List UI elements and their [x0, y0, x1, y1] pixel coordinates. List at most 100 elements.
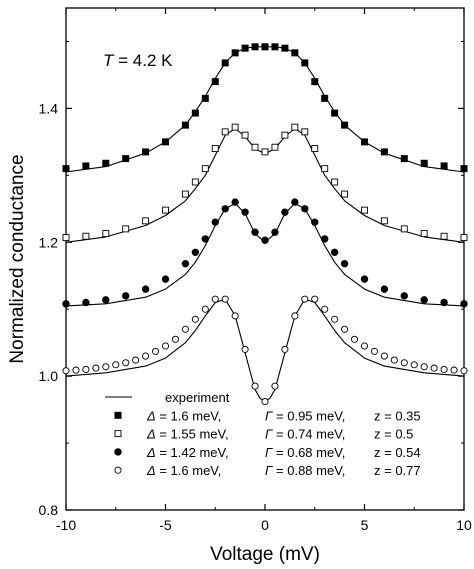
legend-z: z = 0.77 [374, 463, 421, 478]
fit-point-open-square [62, 234, 70, 242]
fit-point-filled-square [281, 44, 289, 52]
fit-point-open-square [311, 145, 319, 153]
temperature-symbol: T [103, 51, 115, 70]
legend-delta: Δ = 1.55 meV, [146, 427, 229, 442]
fit-point-open-circle [430, 364, 438, 372]
fit-point-filled-square [162, 138, 169, 146]
fit-point-open-square [361, 206, 368, 214]
fit-point-filled-square [311, 78, 319, 86]
fit-point-filled-circle [82, 298, 90, 307]
fit-point-open-square [440, 232, 448, 240]
fit-point-open-circle [161, 342, 170, 350]
fit-point-open-square [380, 217, 388, 225]
x-axis-title: Voltage (mV) [210, 544, 320, 565]
fit-point-open-circle [291, 312, 299, 320]
fit-point-filled-square [271, 43, 279, 51]
fit-point-open-circle [450, 366, 458, 374]
fit-point-filled-square [62, 165, 70, 173]
fit-point-filled-square [221, 59, 229, 67]
legend-delta: Δ = 1.42 meV, [146, 445, 229, 460]
fit-point-filled-square [102, 159, 110, 167]
fit-point-open-circle [151, 347, 160, 355]
fit-point-open-circle [221, 295, 229, 303]
fit-point-open-square [221, 128, 229, 136]
fit-point-open-square [331, 178, 339, 186]
fit-point-open-circle [251, 382, 259, 390]
fit-point-filled-square [331, 109, 339, 117]
fit-point-open-circle [191, 315, 199, 323]
fit-point-open-circle [102, 363, 110, 371]
fit-point-open-circle [400, 359, 408, 367]
fit-point-filled-square [460, 165, 468, 173]
fit-point-open-square [400, 225, 408, 233]
fit-point-open-circle [112, 361, 120, 369]
fit-point-open-square [341, 190, 349, 198]
fit-point-filled-square [440, 162, 448, 170]
x-tick-label: -10 [56, 517, 76, 533]
fit-point-open-circle [171, 335, 179, 343]
fit-point-open-circle [341, 325, 349, 333]
fit-point-filled-square [301, 59, 309, 67]
fit-point-filled-circle [311, 218, 319, 226]
fit-point-filled-circle [241, 208, 249, 216]
x-tick-label: 10 [456, 517, 472, 533]
fit-point-filled-circle [440, 298, 448, 307]
fit-point-filled-square [291, 49, 299, 57]
fit-point-open-circle [281, 345, 289, 353]
fit-point-open-square [281, 131, 289, 139]
fit-point-open-circle [311, 295, 319, 303]
fit-point-open-circle [82, 365, 90, 373]
fit-point-filled-circle [420, 296, 428, 304]
fit-point-filled-circle [380, 285, 389, 293]
fit-point-open-circle [211, 295, 219, 303]
fit-point-filled-circle [460, 300, 468, 308]
fit-point-open-circle [370, 347, 379, 355]
fit-point-filled-square [251, 43, 259, 51]
fit-point-open-square [82, 232, 90, 240]
fit-point-filled-square [341, 121, 349, 129]
legend-z: z = 0.5 [374, 427, 413, 442]
fit-point-open-square [181, 190, 189, 198]
fit-point-filled-square [420, 159, 428, 167]
fit-point-open-square [142, 217, 150, 225]
fit-point-filled-square [82, 162, 90, 170]
legend-gamma: Γ = 0.74 meV, [265, 427, 345, 442]
legend-gamma: Γ = 0.95 meV, [265, 408, 345, 423]
fit-point-filled-circle [281, 208, 289, 216]
fit-point-filled-circle [221, 205, 229, 213]
tick-layer: -10 -5 0 5 10 0.8 1.0 1.2 1.4 [39, 8, 472, 533]
fit-point-filled-circle [211, 218, 219, 226]
fit-point-filled-circle [360, 275, 369, 283]
legend-label: experiment [165, 390, 230, 405]
fit-point-filled-circle [191, 248, 200, 257]
fit-point-filled-circle [102, 296, 110, 304]
fit-point-filled-square [231, 49, 239, 57]
x-tick-label: 0 [261, 517, 269, 533]
fit-point-filled-square [261, 43, 269, 51]
fit-point-open-circle [132, 356, 140, 364]
fit-point-filled-circle [141, 285, 150, 293]
fit-point-open-circle [301, 295, 309, 303]
fit-point-open-circle [142, 352, 150, 360]
fit-point-open-square [291, 123, 299, 131]
experiment-curve [65, 202, 465, 307]
fit-point-open-circle [241, 345, 249, 353]
y-tick-label: 1.2 [39, 234, 59, 250]
fit-point-open-square [321, 165, 329, 173]
fit-point-filled-circle [181, 259, 190, 268]
legend-z: z = 0.35 [374, 408, 421, 423]
fit-point-filled-circle [62, 300, 70, 308]
y-tick-label: 0.8 [39, 502, 59, 518]
fit-point-open-circle [360, 342, 369, 350]
fit-point-open-circle [261, 398, 269, 406]
fit-point-filled-circle [271, 228, 279, 236]
fit-point-open-square [261, 148, 269, 156]
experiment-curve [65, 298, 465, 403]
series-layer [62, 43, 468, 406]
fit-point-open-circle [122, 359, 130, 367]
fit-point-filled-square [380, 148, 388, 156]
legend-gamma: Γ = 0.68 meV, [265, 445, 345, 460]
fit-point-filled-square [191, 109, 199, 117]
